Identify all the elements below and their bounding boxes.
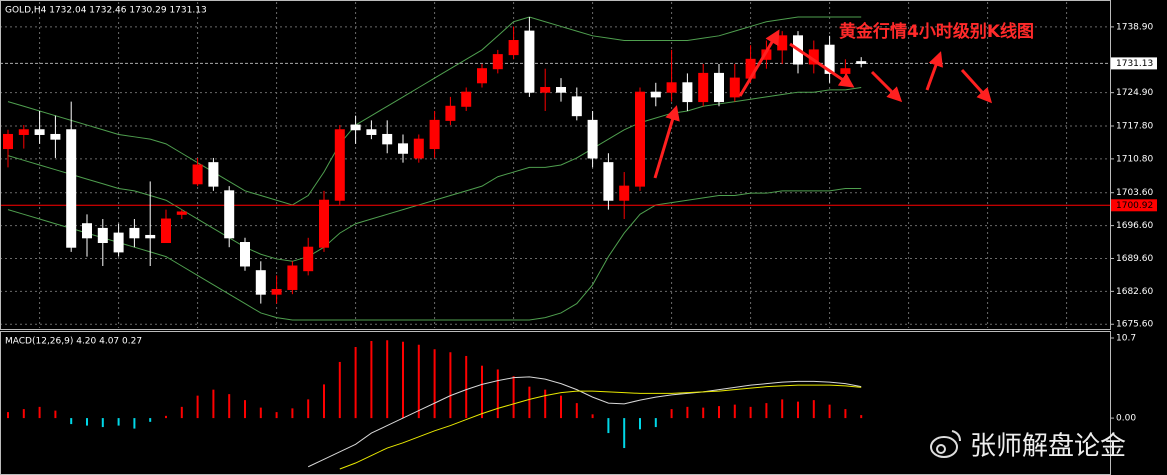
- candle-body: [240, 242, 250, 267]
- candle-body: [224, 190, 235, 239]
- chart-title: GOLD,H4 1732.04 1732.46 1730.29 1731.13: [5, 6, 207, 16]
- candle-body: [97, 227, 108, 244]
- price-panel-border: [0, 0, 1111, 330]
- last-price-label: 1731.13: [1116, 59, 1153, 69]
- candle-body: [129, 227, 140, 239]
- candle-body: [840, 68, 851, 74]
- macd-line: [339, 384, 862, 470]
- candle-body: [540, 86, 551, 93]
- candle-body: [145, 234, 156, 239]
- candle-body: [319, 199, 329, 248]
- y-tick-label: 1682.60: [1116, 287, 1153, 297]
- candle-body: [666, 82, 677, 93]
- candle-body: [161, 218, 171, 244]
- candle-body: [508, 40, 519, 56]
- candle-body: [682, 82, 693, 103]
- annotation: 黄金行情4小时级别K线图: [839, 21, 1034, 42]
- candle-body: [571, 96, 582, 117]
- y-tick-label: 1710.80: [1116, 154, 1153, 164]
- candle-body: [650, 91, 661, 98]
- candle-body: [50, 133, 61, 140]
- candle-body: [461, 91, 472, 107]
- candle-body: [856, 61, 867, 64]
- arrow: [870, 70, 903, 103]
- candle-body: [287, 265, 298, 290]
- candle-body: [303, 246, 314, 272]
- candle-body: [192, 164, 203, 185]
- y-tick-label: 1724.90: [1116, 88, 1153, 98]
- arrow: [789, 42, 855, 88]
- candle-body: [255, 270, 266, 295]
- y-tick-label: 1675.60: [1116, 320, 1153, 330]
- candle-body: [176, 211, 187, 215]
- candle-body: [271, 288, 282, 295]
- candle-body: [824, 44, 835, 74]
- candle-body: [334, 129, 345, 201]
- macd-title: MACD(12,26,9) 4.20 4.07 0.27: [5, 337, 142, 347]
- candle-body: [635, 91, 645, 187]
- y-tick-label: 1689.60: [1116, 254, 1153, 264]
- candle-body: [556, 86, 566, 93]
- candle-body: [66, 129, 77, 248]
- candle-body: [18, 129, 29, 135]
- candle-body: [445, 105, 456, 121]
- candle-body: [477, 68, 487, 84]
- candle-body: [82, 223, 92, 239]
- candle-body: [587, 119, 598, 159]
- arrow: [653, 105, 680, 179]
- reference-label: 1700.92: [1116, 201, 1153, 211]
- y-tick-label: 1696.60: [1116, 221, 1153, 231]
- last-price-box: [1111, 57, 1157, 70]
- candle-body: [603, 162, 614, 201]
- candle-body: [698, 72, 709, 103]
- y-tick-label: 1738.90: [1116, 22, 1153, 32]
- candle-body: [398, 143, 408, 154]
- y-tick-label: 10.7: [1116, 333, 1136, 343]
- candle-body: [714, 72, 724, 103]
- candle-body: [350, 124, 361, 131]
- candle-body: [492, 54, 503, 70]
- candle-body: [208, 162, 219, 187]
- y-tick-label: 1717.80: [1116, 122, 1153, 132]
- candle-body: [113, 232, 124, 253]
- reference-label-box: [1111, 199, 1157, 212]
- y-tick-label: 0.00: [1116, 414, 1136, 424]
- candle-body: [524, 30, 535, 93]
- arrow: [960, 68, 993, 104]
- candle-body: [382, 133, 393, 145]
- candle-body: [429, 119, 440, 150]
- watermark: 张师解盘论金: [970, 432, 1126, 462]
- candle-body: [777, 35, 788, 51]
- candle-body: [34, 129, 45, 135]
- arrow: [925, 51, 943, 91]
- annotation-arrows: [653, 29, 993, 179]
- watermark-icon: [930, 430, 961, 458]
- y-tick-label: 1703.60: [1116, 188, 1153, 198]
- candle-body: [619, 185, 630, 201]
- candle-body: [3, 133, 13, 150]
- candle-body: [413, 138, 424, 159]
- arrow: [738, 29, 780, 97]
- candle-body: [729, 77, 740, 98]
- candle-body: [366, 129, 377, 135]
- macd-line: [307, 376, 862, 468]
- plot-layer: 1738.90 1724.90 1717.80 1710.80 1703.60 1696.…: [0, 2, 1157, 470]
- bollinger-band: [7, 16, 862, 206]
